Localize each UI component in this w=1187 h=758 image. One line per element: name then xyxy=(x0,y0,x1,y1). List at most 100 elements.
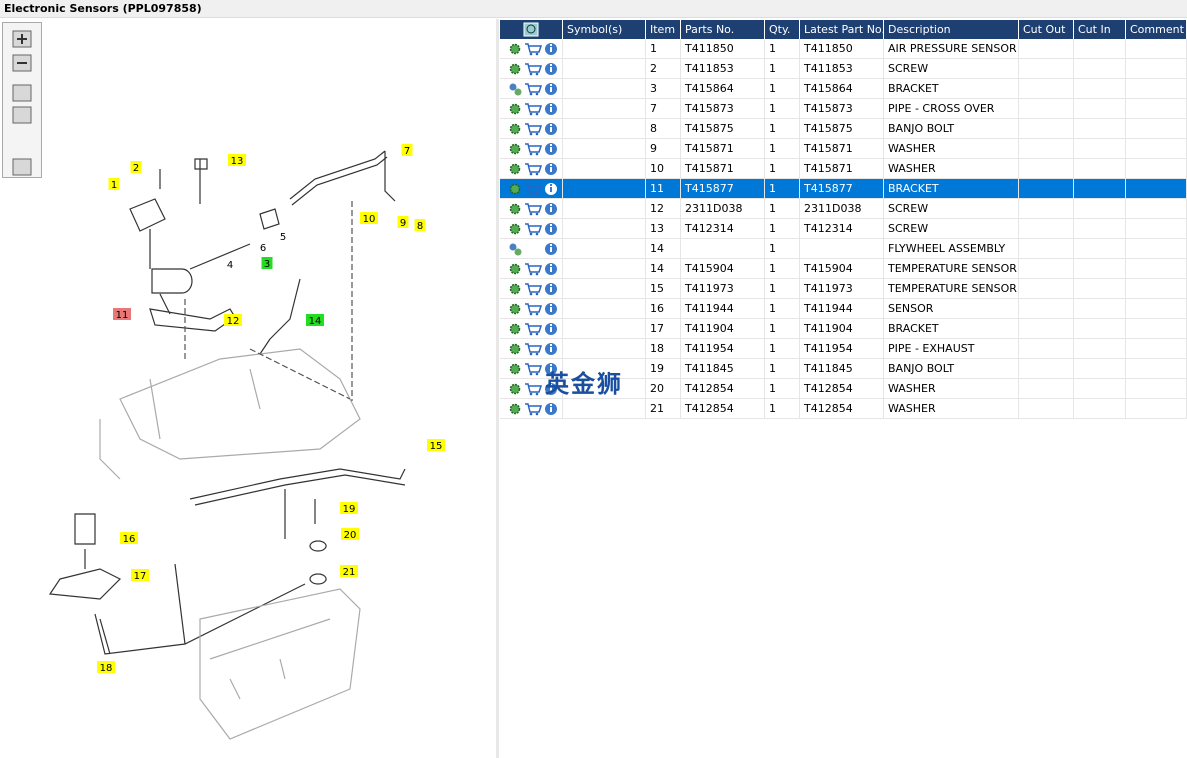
splitter[interactable] xyxy=(496,19,499,758)
table-cell: T415873 xyxy=(800,99,884,119)
column-header[interactable]: Latest Part No. xyxy=(800,20,884,39)
table-cell xyxy=(1019,159,1074,179)
row-icons xyxy=(500,319,563,339)
column-header[interactable]: Cut In xyxy=(1074,20,1126,39)
table-cell xyxy=(1074,359,1126,379)
table-cell: 1 xyxy=(765,59,800,79)
callout-label: 12 xyxy=(227,316,240,327)
table-cell: T415875 xyxy=(681,119,765,139)
row-icons xyxy=(500,99,563,119)
table-cell xyxy=(681,239,765,259)
callout-box xyxy=(113,308,131,320)
table-row[interactable]: 12 2311D038 1 2311D038 SCREW xyxy=(500,199,1187,219)
table-cell: 1 xyxy=(765,279,800,299)
table-cell xyxy=(1019,259,1074,279)
column-header[interactable]: Comment xyxy=(1126,20,1187,39)
table-cell: 1 xyxy=(765,339,800,359)
table-cell: T415871 xyxy=(681,139,765,159)
callout-box xyxy=(97,661,115,673)
table-row[interactable]: 20 T412854 1 T412854 WASHER xyxy=(500,379,1187,399)
table-row[interactable]: 17 T411904 1 T411904 BRACKET xyxy=(500,319,1187,339)
table-cell: 21 xyxy=(646,399,681,419)
table-cell xyxy=(1126,79,1187,99)
table-row[interactable]: 3 T415864 1 T415864 BRACKET xyxy=(500,79,1187,99)
table-row[interactable]: 16 T411944 1 T411944 SENSOR xyxy=(500,299,1187,319)
table-cell xyxy=(563,199,646,219)
table-cell: PIPE - CROSS OVER xyxy=(884,99,1019,119)
table-cell: 1 xyxy=(765,39,800,59)
table-cell xyxy=(1074,299,1126,319)
callout-label: 1 xyxy=(111,180,117,191)
table-cell xyxy=(1074,379,1126,399)
callout-label: 10 xyxy=(363,214,376,225)
table-cell: BANJO BOLT xyxy=(884,359,1019,379)
table-cell: T415864 xyxy=(681,79,765,99)
table-cell: 16 xyxy=(646,299,681,319)
actual-size-button[interactable] xyxy=(12,106,32,124)
table-cell xyxy=(563,359,646,379)
table-cell: T415871 xyxy=(800,159,884,179)
table-cell xyxy=(1074,339,1126,359)
table-cell xyxy=(563,259,646,279)
table-row[interactable]: 8 T415875 1 T415875 BANJO BOLT xyxy=(500,119,1187,139)
table-row[interactable]: 9 T415871 1 T415871 WASHER xyxy=(500,139,1187,159)
column-header[interactable]: Description xyxy=(884,20,1019,39)
table-row[interactable]: 1 T411850 1 T411850 AIR PRESSURE SENSOR xyxy=(500,39,1187,59)
table-row[interactable]: 10 T415871 1 T415871 WASHER xyxy=(500,159,1187,179)
table-row[interactable]: 11 T415877 1 T415877 BRACKET xyxy=(500,179,1187,199)
row-icons xyxy=(500,359,563,379)
row-icons xyxy=(500,39,563,59)
row-icons xyxy=(500,119,563,139)
table-row[interactable]: 7 T415873 1 T415873 PIPE - CROSS OVER xyxy=(500,99,1187,119)
table-cell xyxy=(563,139,646,159)
callout-label: 9 xyxy=(400,218,406,229)
table-cell: 9 xyxy=(646,139,681,159)
table-cell xyxy=(1074,199,1126,219)
table-cell xyxy=(563,59,646,79)
table-row[interactable]: 13 T412314 1 T412314 SCREW xyxy=(500,219,1187,239)
table-row[interactable]: 2 T411853 1 T411853 SCREW xyxy=(500,59,1187,79)
table-cell: SCREW xyxy=(884,59,1019,79)
table-cell xyxy=(1019,219,1074,239)
table-row[interactable]: 18 T411954 1 T411954 PIPE - EXHAUST xyxy=(500,339,1187,359)
table-row[interactable]: 15 T411973 1 T411973 TEMPERATURE SENSOR xyxy=(500,279,1187,299)
table-cell: 17 xyxy=(646,319,681,339)
window-title: Electronic Sensors (PPL097858) xyxy=(0,0,1187,18)
export-button[interactable] xyxy=(12,158,32,176)
column-header[interactable]: Parts No. xyxy=(681,20,765,39)
table-cell: T411850 xyxy=(800,39,884,59)
column-header[interactable]: Symbol(s) xyxy=(563,20,646,39)
table-cell: T412854 xyxy=(800,399,884,419)
table-row[interactable]: 19 T411845 1 T411845 BANJO BOLT xyxy=(500,359,1187,379)
row-icons xyxy=(500,179,563,199)
table-cell: T411853 xyxy=(681,59,765,79)
table-cell: T411845 xyxy=(681,359,765,379)
search-header xyxy=(500,20,563,39)
column-header[interactable]: Cut Out xyxy=(1019,20,1074,39)
table-cell: T412314 xyxy=(800,219,884,239)
callout-label: 16 xyxy=(123,534,136,545)
table-cell: 3 xyxy=(646,79,681,99)
table-cell: 1 xyxy=(765,299,800,319)
callout-label: 5 xyxy=(280,232,286,243)
table-cell xyxy=(1074,159,1126,179)
table-cell xyxy=(1126,379,1187,399)
zoom-toolbar xyxy=(2,22,42,178)
table-cell xyxy=(1019,319,1074,339)
column-header[interactable]: Item xyxy=(646,20,681,39)
table-cell: 1 xyxy=(765,159,800,179)
table-cell xyxy=(563,219,646,239)
table-cell xyxy=(1019,239,1074,259)
table-cell: WASHER xyxy=(884,159,1019,179)
table-cell: T411954 xyxy=(800,339,884,359)
fit-button[interactable] xyxy=(12,84,32,102)
table-row[interactable]: 14 1 FLYWHEEL ASSEMBLY xyxy=(500,239,1187,259)
table-cell: 2311D038 xyxy=(681,199,765,219)
table-cell xyxy=(1126,139,1187,159)
table-cell: 10 xyxy=(646,159,681,179)
table-cell: BANJO BOLT xyxy=(884,119,1019,139)
table-cell: 18 xyxy=(646,339,681,359)
table-row[interactable]: 21 T412854 1 T412854 WASHER xyxy=(500,399,1187,419)
column-header[interactable]: Qty. xyxy=(765,20,800,39)
table-row[interactable]: 14 T415904 1 T415904 TEMPERATURE SENSOR xyxy=(500,259,1187,279)
